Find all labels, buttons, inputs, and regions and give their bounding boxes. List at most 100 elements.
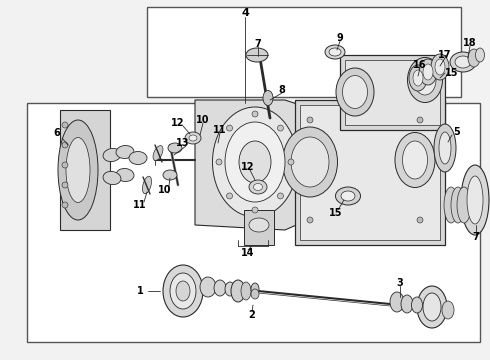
Ellipse shape [231,280,245,302]
Ellipse shape [457,187,471,223]
Bar [27,103,480,342]
Text: 8: 8 [278,85,286,95]
Ellipse shape [241,282,251,300]
Circle shape [216,159,222,165]
Ellipse shape [249,218,269,232]
Ellipse shape [390,292,404,312]
Text: 15: 15 [329,208,343,218]
Text: 16: 16 [413,60,427,70]
Text: 7: 7 [255,39,261,49]
Ellipse shape [439,132,451,164]
Text: 5: 5 [454,127,461,137]
Ellipse shape [246,48,268,62]
Ellipse shape [336,68,374,116]
Text: 12: 12 [171,118,185,128]
Circle shape [277,125,283,131]
Text: 11: 11 [133,200,147,210]
Circle shape [417,117,423,123]
Circle shape [226,193,233,199]
Ellipse shape [475,48,485,62]
Ellipse shape [419,59,437,85]
Ellipse shape [414,65,436,95]
Ellipse shape [225,122,285,202]
Ellipse shape [143,176,151,194]
Bar [244,210,274,245]
Circle shape [62,142,68,148]
Ellipse shape [189,135,197,141]
Ellipse shape [116,145,134,158]
Ellipse shape [431,54,449,80]
Ellipse shape [214,280,226,296]
Ellipse shape [58,120,98,220]
Ellipse shape [395,132,435,188]
Text: 4: 4 [241,8,249,18]
Ellipse shape [251,283,259,295]
Ellipse shape [263,90,273,105]
Ellipse shape [329,48,341,56]
Ellipse shape [461,165,489,235]
Circle shape [252,207,258,213]
Ellipse shape [435,59,445,75]
Ellipse shape [401,295,413,313]
Circle shape [62,202,68,208]
Ellipse shape [423,293,441,321]
Bar [340,55,445,130]
Ellipse shape [225,282,235,296]
Text: 14: 14 [241,248,255,258]
Ellipse shape [103,148,121,162]
Ellipse shape [423,64,433,80]
Text: 12: 12 [241,162,255,172]
Ellipse shape [170,273,196,309]
Circle shape [252,111,258,117]
Ellipse shape [291,137,329,187]
Ellipse shape [153,145,163,161]
Ellipse shape [442,301,454,319]
Ellipse shape [163,265,203,317]
Circle shape [277,193,283,199]
Ellipse shape [185,132,201,144]
Text: 1: 1 [137,286,144,296]
Text: 9: 9 [337,33,343,43]
Ellipse shape [168,143,182,153]
Bar [345,60,440,125]
Bar [300,105,440,240]
Text: 10: 10 [158,185,172,195]
Ellipse shape [434,124,456,172]
Circle shape [288,159,294,165]
Ellipse shape [129,152,147,165]
Ellipse shape [450,52,476,72]
Bar [295,100,445,245]
Ellipse shape [341,191,355,201]
Polygon shape [195,100,330,230]
Ellipse shape [213,107,297,217]
Ellipse shape [412,297,422,313]
Ellipse shape [66,138,90,202]
Text: 3: 3 [396,278,403,288]
Ellipse shape [413,70,423,86]
Ellipse shape [444,187,458,223]
Circle shape [307,217,313,223]
Circle shape [62,162,68,168]
Bar [60,110,110,230]
Ellipse shape [467,176,483,224]
Text: 10: 10 [196,115,210,125]
Ellipse shape [163,170,177,180]
Ellipse shape [200,277,216,297]
Text: 6: 6 [53,128,60,138]
Ellipse shape [325,45,345,59]
Circle shape [307,117,313,123]
Ellipse shape [408,58,442,103]
Text: 7: 7 [473,232,479,242]
Text: 13: 13 [176,138,190,148]
Text: 17: 17 [438,50,452,60]
Ellipse shape [251,289,259,299]
Ellipse shape [283,127,338,197]
Ellipse shape [451,187,465,223]
Ellipse shape [103,171,121,185]
Ellipse shape [249,180,267,194]
Ellipse shape [253,184,263,190]
Ellipse shape [336,187,361,205]
Text: 2: 2 [248,310,255,320]
Ellipse shape [402,141,427,179]
Circle shape [226,125,233,131]
